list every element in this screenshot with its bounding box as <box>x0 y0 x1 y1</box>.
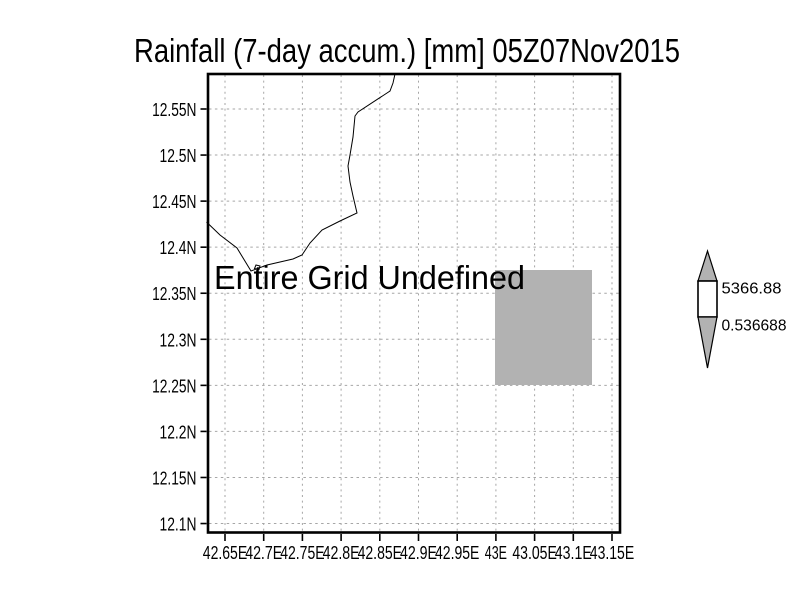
y-tick-label: 12.3N <box>160 330 197 350</box>
colorbar-max-label: 5366.88 <box>722 281 782 298</box>
x-tick-label: 43.1E <box>555 543 592 563</box>
y-tick-label: 12.4N <box>160 238 197 258</box>
y-tick-label: 12.55N <box>152 100 196 120</box>
x-tick-label: 42.9E <box>400 543 437 563</box>
plot-border <box>206 72 622 534</box>
y-tick-label: 12.25N <box>152 376 196 396</box>
axis-tick-marks <box>200 108 613 541</box>
undefined-data-cell <box>495 270 592 385</box>
x-tick-label: 42.65E <box>203 543 247 563</box>
y-tick-label: 12.15N <box>152 468 196 488</box>
y-tick-label: 12.2N <box>160 422 197 442</box>
x-tick-label: 42.85E <box>358 543 402 563</box>
colorbar-min-label: 0.536688 <box>722 318 787 335</box>
x-tick-label: 42.75E <box>280 543 324 563</box>
coastline <box>206 73 396 272</box>
x-tick-label: 43.05E <box>512 543 556 563</box>
colorbar-upper-arrow <box>697 249 718 282</box>
x-tick-label: 43E <box>485 543 507 563</box>
colorbar-lower-arrow <box>697 316 718 369</box>
y-axis-labels: 12.55N 12.5N 12.45N 12.4N 12.35N 12.3N 12.25N 1… <box>152 100 196 535</box>
x-tick-label: 42.95E <box>435 543 479 563</box>
colorbar: 5366.88 0.536688 <box>697 249 787 369</box>
y-tick-label: 12.5N <box>160 146 197 166</box>
x-tick-label: 42.8E <box>323 543 360 563</box>
x-tick-label: 42.7E <box>245 543 282 563</box>
y-tick-label: 12.35N <box>152 284 196 304</box>
islet-mark <box>253 264 261 271</box>
plot-title: Rainfall (7-day accum.) [mm] 05Z07Nov201… <box>134 32 680 69</box>
x-tick-label: 43.15E <box>590 543 634 563</box>
y-tick-label: 12.45N <box>152 192 196 212</box>
undefined-annotation: Entire Grid Undefined <box>214 259 525 296</box>
y-tick-label: 12.1N <box>160 515 197 535</box>
colorbar-box <box>697 280 718 318</box>
